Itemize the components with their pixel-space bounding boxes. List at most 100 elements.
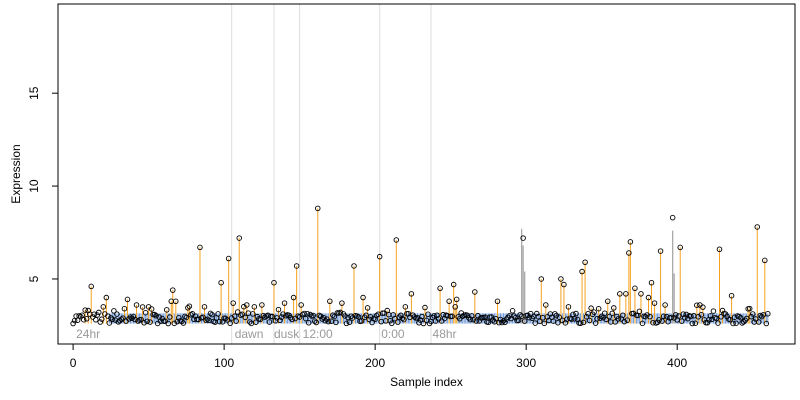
sample-point bbox=[367, 314, 374, 320]
sample-point bbox=[659, 318, 665, 324]
plot-frame bbox=[57, 3, 796, 345]
sample-point bbox=[728, 292, 735, 299]
sample-point bbox=[179, 318, 185, 325]
sample-point bbox=[611, 305, 617, 311]
sample-point bbox=[556, 314, 563, 321]
sample-point bbox=[515, 317, 522, 324]
sample-point bbox=[200, 314, 206, 320]
sample-point bbox=[207, 310, 214, 317]
sample-point bbox=[668, 314, 674, 321]
sample-point bbox=[97, 319, 104, 325]
sample-point bbox=[139, 304, 146, 310]
sample-point bbox=[662, 302, 668, 308]
sample-point bbox=[520, 235, 526, 241]
sample-point bbox=[351, 263, 357, 269]
sample-point bbox=[452, 304, 458, 310]
sample-point bbox=[586, 317, 593, 324]
sample-point bbox=[376, 253, 383, 260]
sample-point bbox=[236, 235, 242, 241]
time-annotation: 12:00 bbox=[303, 327, 333, 341]
sample-point bbox=[180, 320, 187, 326]
sample-point bbox=[739, 320, 745, 326]
sample-point bbox=[595, 305, 602, 312]
sample-point bbox=[147, 319, 153, 325]
sample-point bbox=[470, 316, 477, 323]
sample-point bbox=[626, 250, 632, 256]
sample-point bbox=[651, 300, 658, 306]
sample-point bbox=[623, 291, 629, 297]
sample-point bbox=[339, 300, 345, 306]
sample-point bbox=[553, 312, 560, 319]
sample-point bbox=[648, 279, 655, 286]
sample-point bbox=[736, 313, 742, 320]
sample-point bbox=[724, 313, 730, 320]
sample-point bbox=[733, 320, 739, 326]
sample-point bbox=[615, 316, 622, 322]
sample-point bbox=[234, 309, 241, 315]
sample-point bbox=[204, 316, 211, 322]
sample-point bbox=[692, 320, 699, 326]
sample-point bbox=[647, 313, 653, 320]
sample-point bbox=[496, 319, 502, 326]
sample-point bbox=[141, 320, 147, 326]
sample-point bbox=[677, 244, 683, 251]
sample-point bbox=[660, 313, 667, 319]
sample-point bbox=[437, 285, 443, 292]
sample-point bbox=[762, 257, 768, 264]
sample-point bbox=[153, 313, 159, 319]
sample-points bbox=[70, 205, 771, 327]
sample-point bbox=[537, 318, 543, 325]
sample-point bbox=[313, 319, 320, 326]
sample-point bbox=[399, 315, 406, 322]
sample-point bbox=[130, 313, 137, 320]
sample-point bbox=[698, 312, 705, 318]
sample-point bbox=[302, 315, 309, 322]
sample-point bbox=[638, 291, 644, 297]
sample-point bbox=[543, 302, 549, 308]
sample-point bbox=[627, 239, 634, 245]
sample-point bbox=[201, 304, 208, 310]
sample-point bbox=[257, 316, 264, 322]
sample-point bbox=[163, 307, 170, 313]
sample-point bbox=[582, 259, 588, 266]
x-tick-label: 300 bbox=[516, 356, 536, 370]
x-axis-title: Sample index bbox=[390, 375, 463, 389]
sample-point bbox=[601, 310, 608, 316]
sample-point bbox=[568, 316, 575, 322]
sample-point bbox=[138, 316, 144, 323]
sample-point bbox=[718, 314, 724, 320]
sample-point bbox=[688, 313, 694, 320]
sample-point bbox=[89, 314, 96, 320]
sample-point bbox=[124, 296, 131, 303]
sample-point bbox=[419, 313, 425, 320]
sample-point bbox=[579, 268, 585, 275]
sample-point bbox=[244, 302, 250, 308]
sample-point bbox=[441, 315, 448, 322]
sample-point bbox=[488, 314, 495, 320]
sample-point bbox=[682, 315, 688, 321]
sample-point bbox=[710, 308, 717, 314]
sample-point bbox=[311, 318, 318, 324]
sample-point bbox=[450, 281, 457, 288]
sample-point bbox=[195, 316, 202, 323]
sample-point bbox=[70, 320, 76, 327]
sample-point bbox=[700, 304, 706, 310]
sample-point bbox=[144, 318, 150, 325]
sample-point bbox=[99, 316, 105, 322]
sample-point bbox=[511, 313, 517, 319]
sample-point bbox=[603, 316, 609, 323]
sample-point bbox=[716, 246, 723, 252]
time-annotation: 48hr bbox=[433, 327, 457, 341]
sample-point bbox=[93, 317, 99, 323]
sample-point bbox=[756, 319, 762, 325]
sample-point bbox=[494, 298, 501, 305]
sample-point bbox=[752, 316, 759, 322]
sample-point bbox=[740, 319, 747, 325]
sample-point bbox=[417, 317, 424, 323]
sample-point bbox=[598, 313, 605, 320]
sample-point bbox=[114, 311, 120, 317]
sample-point bbox=[541, 320, 548, 327]
sample-point bbox=[343, 320, 350, 327]
sample-point bbox=[106, 320, 113, 326]
sample-point bbox=[757, 312, 764, 319]
